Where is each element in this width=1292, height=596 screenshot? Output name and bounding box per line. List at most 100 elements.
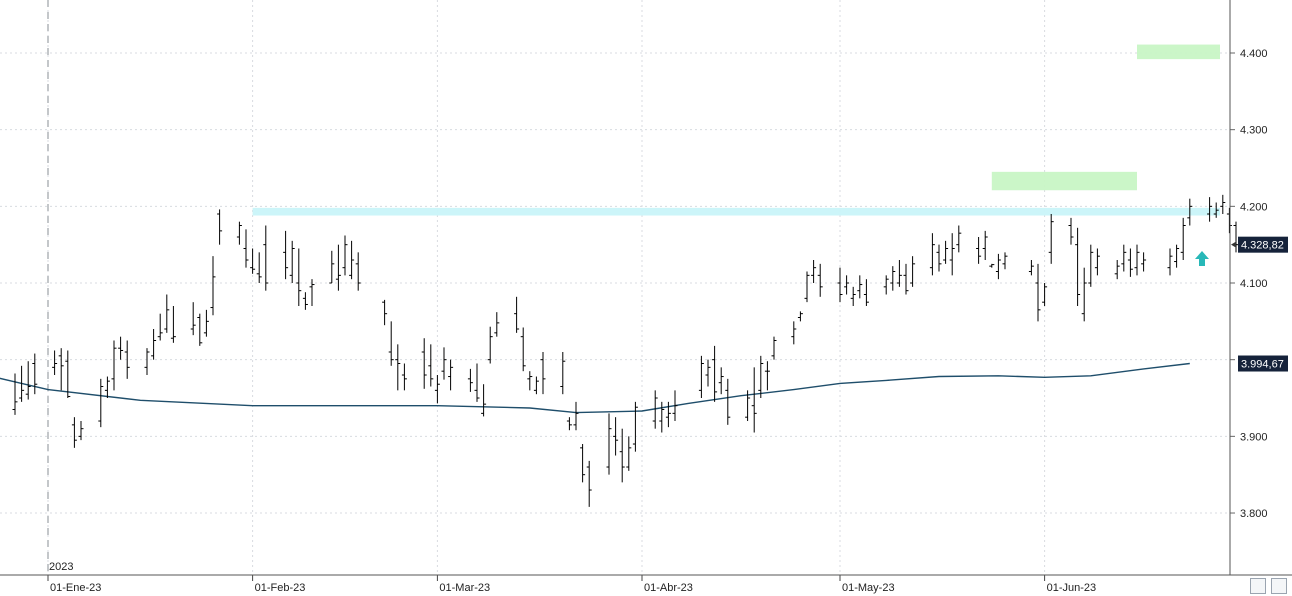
ohlc-bar	[283, 230, 289, 280]
ohlc-bar	[434, 375, 440, 404]
ohlc-bar	[474, 363, 480, 402]
ohlc-bar	[111, 340, 117, 391]
ohlc-bar	[1127, 248, 1133, 277]
ohlc-bar	[1088, 244, 1094, 287]
ohlc-bar	[441, 347, 447, 380]
ohlc-bar	[190, 302, 196, 336]
ohlc-bar	[837, 267, 843, 303]
ohlc-bar	[883, 275, 889, 295]
moving-average-tag-background	[1238, 355, 1288, 372]
ohlc-bar	[1220, 194, 1226, 215]
ohlc-bar	[705, 359, 711, 387]
last-price-tag-background	[1238, 236, 1288, 253]
ohlc-bar	[210, 256, 216, 316]
ohlc-bar	[745, 390, 751, 422]
ohlc-bar	[388, 321, 394, 366]
ohlc-bar	[903, 263, 909, 295]
ohlc-bar	[956, 225, 962, 253]
ohlc-bar	[672, 390, 678, 422]
ohlc-bar	[65, 350, 71, 399]
ohlc-bar	[771, 336, 777, 360]
ohlc-bar	[520, 327, 526, 372]
ohlc-bar	[989, 263, 995, 268]
ohlc-bar	[533, 376, 539, 395]
ohlc-bar	[632, 401, 638, 452]
ohlc-bar	[164, 294, 170, 333]
ohlc-bar	[481, 384, 487, 417]
ohlc-bar	[1042, 283, 1048, 307]
ohlc-bar	[243, 229, 249, 268]
ohlc-bar	[1002, 252, 1008, 270]
ohlc-bar	[982, 230, 988, 261]
axis-labels: 3.800 3.900 4.100 4.200 4.300 4.400 01-Ene-23 0…	[49, 48, 1268, 594]
ohlc-bar	[943, 240, 949, 264]
y-tick-label: 4.100	[1240, 278, 1268, 290]
ohlc-bar	[382, 299, 388, 326]
ohlc-bar	[98, 378, 104, 428]
ohlc-bar	[1094, 248, 1100, 276]
support_zone	[991, 171, 1137, 191]
ohlc-bar	[263, 225, 269, 291]
ohlc-bar	[448, 359, 454, 391]
ohlc-bar	[1048, 214, 1054, 264]
ohlc-bar	[329, 250, 335, 284]
save-icon[interactable]	[1271, 578, 1287, 594]
ohlc-bar	[104, 376, 110, 399]
ohlc-bar	[170, 306, 176, 343]
support_zone	[1137, 44, 1220, 60]
ohlc-bar	[791, 321, 797, 345]
ohlc-bar	[811, 260, 817, 284]
x-tick-label: 01-Mar-23	[439, 582, 490, 594]
axes	[0, 0, 1292, 581]
price-tags: 4.328,82 3.994,67	[1231, 236, 1288, 372]
ohlc-bar	[1187, 198, 1193, 226]
ohlc-bar	[652, 390, 658, 429]
ohlc-bar	[197, 313, 203, 346]
ohlc-bar	[203, 309, 209, 337]
ohlc-bar	[25, 361, 31, 400]
ohlc-bar	[487, 326, 493, 364]
ohlc-bar	[1068, 217, 1074, 245]
ohlc-bar	[124, 340, 130, 379]
ohlc-bar	[514, 296, 520, 333]
ohlc-bar	[118, 336, 124, 360]
ohlc-bar	[144, 348, 150, 376]
ohlc-bar	[817, 263, 823, 297]
zoom-fit-button[interactable]	[1250, 578, 1266, 594]
ohlc-bar	[758, 355, 764, 399]
ohlc-bar	[725, 378, 731, 425]
ohlc-bar	[349, 240, 355, 280]
ohlc-bar	[421, 338, 427, 389]
ohlc-bar	[863, 279, 869, 307]
ohlc-bar	[586, 460, 592, 507]
ohlc-bar	[804, 271, 810, 303]
ohlc-bar	[910, 256, 916, 287]
moving-average-tag: 3.994,67	[1241, 359, 1284, 371]
x-tick-label: 01-Ene-23	[50, 582, 101, 594]
ohlc-bar	[1134, 244, 1140, 276]
ohlc-bar	[151, 329, 157, 360]
ohlc-bar	[527, 371, 533, 391]
last-price-pointer-icon	[1231, 241, 1236, 248]
ohlc-bar	[573, 401, 579, 431]
ohlc-bar	[712, 345, 718, 402]
ohlc-bar	[844, 275, 850, 295]
ohlc-bar	[1081, 267, 1087, 322]
ohlc-bar	[890, 266, 896, 291]
ohlc-bar	[236, 221, 242, 245]
ohlc-bar	[797, 311, 803, 322]
ohlc-bar	[157, 313, 163, 341]
up-arrow-icon	[1195, 251, 1209, 267]
ohlc-bar	[566, 417, 572, 431]
moving-average-line	[0, 362, 1190, 414]
x-tick-label: 01-Abr-23	[644, 582, 693, 594]
ohlc-bar	[1213, 202, 1219, 218]
ohlc-bar	[698, 355, 704, 399]
ohlc-bar	[995, 253, 1001, 280]
ohlc-bar	[606, 413, 612, 475]
ohlc-bar	[71, 417, 77, 448]
y-tick-label: 4.400	[1240, 48, 1268, 60]
resistance_band	[252, 207, 1221, 216]
ohlc-bar	[217, 209, 223, 245]
